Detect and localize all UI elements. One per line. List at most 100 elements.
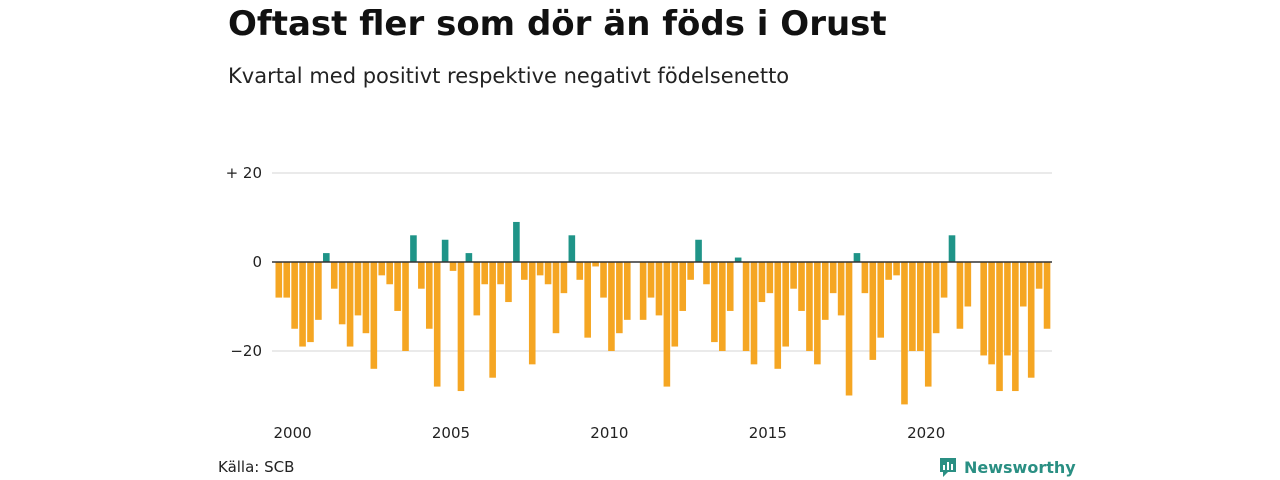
bar-negative [623, 262, 631, 320]
bar-negative [924, 262, 932, 387]
bar-negative [394, 262, 401, 311]
bar-negative [679, 262, 687, 311]
y-tick-label: 0 [252, 253, 262, 271]
bar-negative [774, 262, 782, 369]
bar-negative [283, 262, 291, 298]
bar-negative [956, 262, 964, 329]
bar-negative [291, 262, 298, 329]
bar-negative [845, 262, 853, 396]
bar-negative [552, 262, 560, 334]
bar-negative [917, 262, 924, 351]
bar-negative [877, 262, 885, 338]
bar-negative [608, 262, 615, 351]
bar-negative [338, 262, 346, 325]
bar-negative [497, 262, 504, 285]
bar-negative [1004, 262, 1011, 356]
bar-negative [703, 262, 710, 285]
bar-negative [560, 262, 568, 294]
bar-negative [536, 262, 544, 276]
bar-negative [901, 262, 908, 405]
bar-negative [1035, 262, 1043, 289]
x-tick-label: 2005 [432, 424, 470, 442]
bar-negative [647, 262, 655, 298]
bar-negative [639, 262, 647, 320]
bars [275, 221, 1051, 405]
bar-negative [742, 262, 750, 351]
bar-positive [465, 253, 473, 262]
chart-title: Oftast fler som dör än föds i Orust [228, 4, 887, 44]
bar-negative [425, 262, 433, 329]
newsworthy-logo-icon [940, 458, 956, 477]
bar-positive [695, 239, 702, 262]
bar-negative [869, 262, 877, 360]
chart-subtitle: Kvartal med positivt respektive negativt… [228, 64, 790, 88]
bar-chart: + 20 0 −20 2000 2005 2010 2015 2020 [226, 164, 1052, 442]
bar-negative [370, 262, 378, 369]
bar-negative [576, 262, 584, 280]
bar-negative [932, 262, 940, 334]
x-tick-label: 2015 [749, 424, 787, 442]
bar-negative [592, 262, 599, 267]
bar-negative [861, 262, 869, 294]
bar-negative [418, 262, 425, 289]
bar-negative [378, 262, 386, 276]
bar-negative [980, 262, 987, 356]
x-tick-label: 2010 [590, 424, 628, 442]
bar-negative [521, 262, 528, 280]
bar-positive [441, 239, 449, 262]
bar-negative [988, 262, 995, 365]
bar-negative [940, 262, 948, 298]
bar-negative [457, 262, 465, 392]
bar-negative [821, 262, 829, 320]
bar-negative [964, 262, 972, 307]
bar-negative [505, 262, 512, 303]
bar-negative [362, 262, 370, 334]
bar-negative [433, 262, 441, 387]
bar-negative [1027, 262, 1035, 378]
x-tick-label: 2000 [274, 424, 312, 442]
bar-negative [790, 262, 797, 289]
bar-negative [782, 262, 789, 347]
bar-negative [473, 262, 481, 316]
x-tick-label: 2020 [907, 424, 945, 442]
bar-negative [315, 262, 322, 320]
bar-negative [330, 262, 338, 289]
bar-negative [996, 262, 1003, 392]
bar-negative [481, 262, 489, 285]
bar-negative [402, 262, 409, 351]
bar-negative [829, 262, 837, 294]
y-axis-ticks: + 20 0 −20 [226, 164, 262, 360]
bar-negative [766, 262, 774, 294]
bar-positive [323, 253, 330, 262]
bar-negative [837, 262, 845, 316]
bar-negative [489, 262, 496, 378]
bar-negative [726, 262, 734, 311]
bar-negative [798, 262, 805, 311]
brand[interactable]: Newsworthy [938, 456, 1076, 478]
bar-negative [758, 262, 766, 303]
bar-negative [584, 262, 591, 338]
bar-negative [655, 262, 663, 316]
bar-negative [806, 262, 813, 351]
bar-negative [750, 262, 758, 365]
bar-negative [687, 262, 694, 280]
bar-negative [671, 262, 679, 347]
bar-negative [354, 262, 362, 316]
bar-negative [719, 262, 726, 351]
bar-negative [528, 262, 536, 365]
bar-negative [386, 262, 393, 285]
bar-negative [1012, 262, 1019, 392]
bar-negative [909, 262, 916, 351]
bar-negative [616, 262, 623, 334]
bar-negative [346, 262, 354, 347]
bar-negative [299, 262, 306, 347]
bar-negative [1043, 262, 1051, 329]
bar-negative [885, 262, 892, 280]
bar-positive [948, 235, 956, 262]
brand-name: Newsworthy [964, 457, 1076, 477]
y-tick-label: + 20 [226, 164, 262, 182]
bar-negative [600, 262, 607, 298]
bar-positive [568, 235, 576, 262]
source-note: Källa: SCB [218, 458, 295, 476]
bar-negative [307, 262, 314, 343]
